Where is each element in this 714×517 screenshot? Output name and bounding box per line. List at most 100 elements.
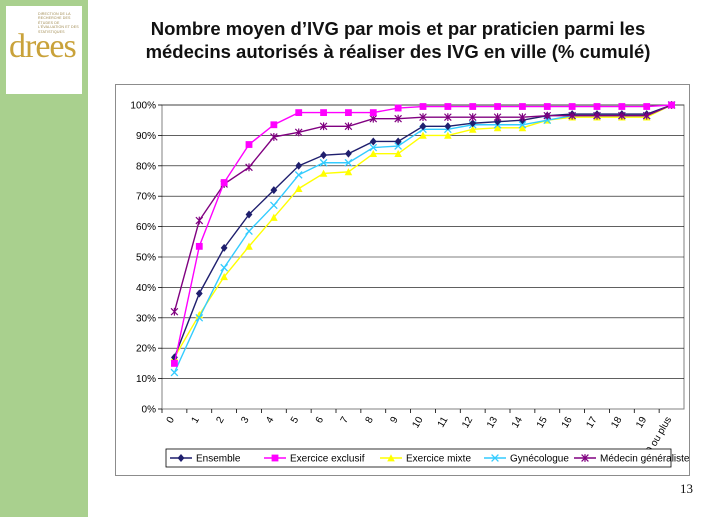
logo-small-text: DIRECTION DE LA RECHERCHE DES ÉTUDES DE … <box>38 12 79 34</box>
data-point <box>519 103 526 110</box>
x-tick-label: 16 <box>560 415 575 431</box>
data-point <box>245 141 253 148</box>
legend-label: Médecin généraliste <box>600 454 690 465</box>
slide-title: Nombre moyen d’IVG par mois et par prati… <box>96 17 700 63</box>
data-point <box>344 168 353 176</box>
data-point <box>177 454 185 462</box>
data-point <box>245 210 253 219</box>
data-point <box>269 201 278 210</box>
legend-label: Exercice mixte <box>406 454 471 465</box>
data-point <box>493 124 502 132</box>
data-point <box>295 109 303 116</box>
data-point <box>643 103 651 110</box>
x-tick-label: 0 <box>165 415 178 426</box>
data-point <box>568 111 576 120</box>
data-point <box>618 111 626 120</box>
data-point <box>419 122 427 131</box>
data-point <box>394 149 402 158</box>
data-point <box>494 103 501 110</box>
data-point <box>394 104 402 112</box>
y-tick-label: 100% <box>130 101 156 112</box>
y-tick-label: 40% <box>136 283 156 294</box>
data-point <box>295 161 303 170</box>
x-tick-label: 17 <box>585 415 600 431</box>
data-point <box>319 122 328 131</box>
data-point <box>369 143 378 152</box>
data-point <box>387 454 395 462</box>
data-point <box>294 128 303 137</box>
x-tick-label: 3 <box>239 415 252 426</box>
data-point <box>270 121 278 129</box>
y-tick-label: 80% <box>136 161 156 172</box>
data-point <box>319 158 328 167</box>
data-point <box>494 117 501 126</box>
data-point <box>369 149 378 158</box>
legend-label: Exercice exclusif <box>290 454 365 465</box>
x-tick-label: 6 <box>314 415 327 426</box>
data-point <box>320 109 327 116</box>
x-tick-label: 14 <box>510 415 525 431</box>
data-point <box>394 114 402 123</box>
data-point <box>469 103 477 110</box>
data-point <box>618 103 626 110</box>
data-point <box>419 131 427 139</box>
x-tick-label: 19 <box>634 415 649 431</box>
data-point <box>444 113 452 122</box>
x-tick-label: 12 <box>460 415 475 431</box>
x-tick-label: 2 <box>214 415 227 426</box>
data-point <box>444 122 452 131</box>
drees-logo: DIRECTION DE LA RECHERCHE DES ÉTUDES DE … <box>6 6 82 94</box>
data-point <box>518 113 527 122</box>
x-tick-label: 10 <box>411 415 426 431</box>
data-point <box>419 103 427 110</box>
data-point <box>668 101 675 109</box>
data-point <box>593 103 601 110</box>
x-tick-label: 8 <box>364 415 377 426</box>
data-point <box>220 272 228 281</box>
y-tick-label: 60% <box>136 222 156 233</box>
legend-label: Gynécologue <box>510 454 569 465</box>
y-tick-label: 70% <box>136 192 156 203</box>
data-point <box>468 125 477 133</box>
data-point <box>319 169 328 177</box>
data-point <box>468 113 477 122</box>
data-point <box>581 454 589 462</box>
data-point <box>593 111 601 120</box>
data-point <box>220 179 228 186</box>
data-point <box>543 111 552 120</box>
data-point <box>195 313 204 322</box>
green-sidebar: DIRECTION DE LA RECHERCHE DES ÉTUDES DE … <box>0 0 88 517</box>
data-point <box>369 109 377 116</box>
data-point <box>245 227 253 236</box>
data-point <box>344 158 353 167</box>
x-tick-label: 11 <box>436 415 451 430</box>
data-point <box>171 360 178 367</box>
title-line-2: médecins autorisés à réaliser des IVG en… <box>145 41 651 62</box>
x-tick-label: 1 <box>190 415 203 426</box>
data-point <box>320 151 327 160</box>
legend-box <box>165 448 672 468</box>
line-chart: 0% 10% 20% 30% 40% 50% 60% 70% 80% 90% 100% 0 1 2 3 4 5 6… <box>130 101 690 468</box>
data-point <box>195 289 203 298</box>
data-point <box>568 103 576 110</box>
chart-frame: 0% 10% 20% 30% 40% 50% 60% 70% 80% 90% 100% 0 1 2 3 4 5 6… <box>115 84 690 476</box>
legend-label: Ensemble <box>196 454 241 465</box>
data-point <box>394 142 403 150</box>
data-point <box>170 368 179 377</box>
data-point <box>270 213 278 221</box>
x-tick-label: 7 <box>339 415 352 426</box>
data-point <box>271 454 279 462</box>
data-point <box>170 307 179 316</box>
data-point <box>642 111 651 120</box>
data-point <box>220 263 229 272</box>
x-tick-label: 4 <box>264 415 277 426</box>
data-point <box>220 243 228 252</box>
data-point <box>469 119 477 128</box>
x-tick-label: 9 <box>388 415 401 426</box>
data-point <box>518 124 527 132</box>
data-point <box>344 122 353 131</box>
data-point <box>245 242 253 250</box>
y-tick-label: 0% <box>142 405 157 416</box>
data-point <box>270 133 278 141</box>
y-tick-label: 50% <box>136 253 156 264</box>
